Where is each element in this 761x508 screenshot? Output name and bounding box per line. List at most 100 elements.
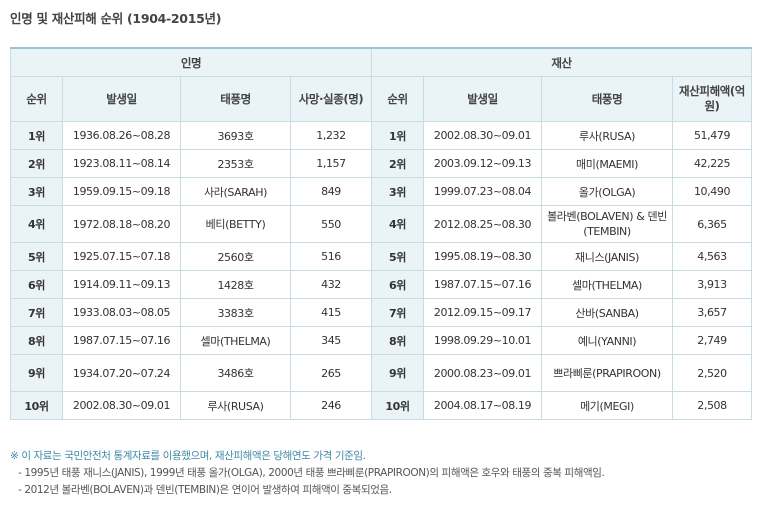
page-title: 인명 및 재산피해 순위 (1904-2015년) bbox=[10, 11, 222, 26]
property-date-cell: 2012.08.25~08.30 bbox=[423, 205, 542, 243]
property-typhoon-cell: 메기(MEGI) bbox=[541, 391, 673, 420]
casualty-date-cell: 1923.08.11~08.14 bbox=[62, 149, 181, 178]
footnote-duplicate-damage: - 1995년 태풍 재니스(JANIS), 1999년 태풍 올가(OLGA)… bbox=[18, 467, 605, 479]
rank-cell: 7위 bbox=[371, 298, 424, 327]
property-date-cell: 2003.09.12~09.13 bbox=[423, 149, 542, 178]
rank-cell: 4위 bbox=[371, 205, 424, 243]
table-row: 5위 1925.07.15~07.18 2560호 516 5위 1995.08… bbox=[10, 242, 752, 271]
table-row: 10위 2002.08.30~09.01 루사(RUSA) 246 10위 20… bbox=[10, 391, 752, 420]
table-row: 1위 1936.08.26~08.28 3693호 1,232 1위 2002.… bbox=[10, 121, 752, 150]
casualty-date-cell: 1936.08.26~08.28 bbox=[62, 121, 181, 150]
rank-cell: 2위 bbox=[10, 149, 63, 178]
source-note: ※ 이 자료는 국민안전처 통계자료를 이용했으며, 재산피해액은 당해연도 가… bbox=[10, 450, 366, 462]
casualty-date-cell: 1987.07.15~07.16 bbox=[62, 326, 181, 355]
col-header-typhoon: 태풍명 bbox=[541, 76, 673, 122]
property-typhoon-cell: 루사(RUSA) bbox=[541, 121, 673, 150]
casualty-typhoon-cell: 1428호 bbox=[180, 270, 291, 299]
property-date-cell: 2004.08.17~08.19 bbox=[423, 391, 542, 420]
col-header-typhoon: 태풍명 bbox=[180, 76, 291, 122]
property-amount-cell: 2,520 bbox=[672, 354, 752, 392]
rank-cell: 5위 bbox=[371, 242, 424, 271]
casualty-count-cell: 516 bbox=[290, 242, 372, 271]
casualty-count-cell: 246 bbox=[290, 391, 372, 420]
rank-cell: 6위 bbox=[10, 270, 63, 299]
casualty-count-cell: 345 bbox=[290, 326, 372, 355]
col-header-deaths: 사망·실종(명) bbox=[290, 76, 372, 122]
property-typhoon-cell: 올가(OLGA) bbox=[541, 177, 673, 206]
rank-cell: 8위 bbox=[371, 326, 424, 355]
property-typhoon-cell: 예니(YANNI) bbox=[541, 326, 673, 355]
property-typhoon-cell: 산바(SANBA) bbox=[541, 298, 673, 327]
casualty-typhoon-cell: 베티(BETTY) bbox=[180, 205, 291, 243]
property-amount-cell: 51,479 bbox=[672, 121, 752, 150]
property-amount-cell: 2,749 bbox=[672, 326, 752, 355]
group-header-casualty: 인명 bbox=[10, 47, 372, 77]
typhoon-ranking-table: 인명 재산 순위 발생일 태풍명 사망·실종(명) 순위 발생일 태풍명 재산피… bbox=[10, 47, 752, 420]
table-row: 6위 1914.09.11~09.13 1428호 432 6위 1987.07… bbox=[10, 270, 752, 299]
casualty-typhoon-cell: 3383호 bbox=[180, 298, 291, 327]
casualty-count-cell: 432 bbox=[290, 270, 372, 299]
property-amount-cell: 3,913 bbox=[672, 270, 752, 299]
property-typhoon-cell: 쁘라삐룬(PRAPIROON) bbox=[541, 354, 673, 392]
property-amount-cell: 4,563 bbox=[672, 242, 752, 271]
casualty-count-cell: 849 bbox=[290, 177, 372, 206]
casualty-typhoon-cell: 루사(RUSA) bbox=[180, 391, 291, 420]
footnotes: ※ 이 자료는 국민안전처 통계자료를 이용했으며, 재산피해액은 당해연도 가… bbox=[10, 448, 605, 499]
footnote-consecutive-typhoons: - 2012년 볼라벤(BOLAVEN)과 덴빈(TEMBIN)은 연이어 발생… bbox=[18, 484, 392, 496]
casualty-date-cell: 1972.08.18~08.20 bbox=[62, 205, 181, 243]
rank-cell: 10위 bbox=[371, 391, 424, 420]
property-amount-cell: 10,490 bbox=[672, 177, 752, 206]
rank-cell: 10위 bbox=[10, 391, 63, 420]
rank-cell: 2위 bbox=[371, 149, 424, 178]
rank-cell: 9위 bbox=[10, 354, 63, 392]
property-amount-cell: 42,225 bbox=[672, 149, 752, 178]
casualty-typhoon-cell: 사라(SARAH) bbox=[180, 177, 291, 206]
property-date-cell: 2002.08.30~09.01 bbox=[423, 121, 542, 150]
col-header-rank: 순위 bbox=[371, 76, 424, 122]
casualty-typhoon-cell: 2353호 bbox=[180, 149, 291, 178]
table-row: 9위 1934.07.20~07.24 3486호 265 9위 2000.08… bbox=[10, 354, 752, 392]
rank-cell: 3위 bbox=[371, 177, 424, 206]
property-typhoon-cell: 재니스(JANIS) bbox=[541, 242, 673, 271]
casualty-date-cell: 1933.08.03~08.05 bbox=[62, 298, 181, 327]
property-date-cell: 1998.09.29~10.01 bbox=[423, 326, 542, 355]
rank-cell: 9위 bbox=[371, 354, 424, 392]
property-typhoon-cell: 셀마(THELMA) bbox=[541, 270, 673, 299]
col-header-damage: 재산피해액(억원) bbox=[672, 76, 752, 122]
rank-cell: 1위 bbox=[10, 121, 63, 150]
casualty-typhoon-cell: 3486호 bbox=[180, 354, 291, 392]
table-row: 4위 1972.08.18~08.20 베티(BETTY) 550 4위 201… bbox=[10, 205, 752, 243]
property-typhoon-cell: 볼라벤(BOLAVEN) & 덴빈(TEMBIN) bbox=[541, 205, 673, 243]
casualty-count-cell: 265 bbox=[290, 354, 372, 392]
casualty-date-cell: 1914.09.11~09.13 bbox=[62, 270, 181, 299]
casualty-typhoon-cell: 셀마(THELMA) bbox=[180, 326, 291, 355]
casualty-typhoon-cell: 3693호 bbox=[180, 121, 291, 150]
rank-cell: 5위 bbox=[10, 242, 63, 271]
table-row: 2위 1923.08.11~08.14 2353호 1,157 2위 2003.… bbox=[10, 149, 752, 178]
rank-cell: 7위 bbox=[10, 298, 63, 327]
property-amount-cell: 3,657 bbox=[672, 298, 752, 327]
table-row: 8위 1987.07.15~07.16 셀마(THELMA) 345 8위 19… bbox=[10, 326, 752, 355]
casualty-count-cell: 415 bbox=[290, 298, 372, 327]
rank-cell: 8위 bbox=[10, 326, 63, 355]
casualty-date-cell: 1959.09.15~09.18 bbox=[62, 177, 181, 206]
rank-cell: 4위 bbox=[10, 205, 63, 243]
rank-cell: 6위 bbox=[371, 270, 424, 299]
col-header-date: 발생일 bbox=[62, 76, 181, 122]
rank-cell: 3위 bbox=[10, 177, 63, 206]
property-date-cell: 1995.08.19~08.30 bbox=[423, 242, 542, 271]
table-row: 3위 1959.09.15~09.18 사라(SARAH) 849 3위 199… bbox=[10, 177, 752, 206]
casualty-count-cell: 1,157 bbox=[290, 149, 372, 178]
group-header-property: 재산 bbox=[371, 47, 752, 77]
casualty-typhoon-cell: 2560호 bbox=[180, 242, 291, 271]
casualty-date-cell: 1934.07.20~07.24 bbox=[62, 354, 181, 392]
casualty-count-cell: 1,232 bbox=[290, 121, 372, 150]
property-date-cell: 1987.07.15~07.16 bbox=[423, 270, 542, 299]
col-header-rank: 순위 bbox=[10, 76, 63, 122]
col-header-date: 발생일 bbox=[423, 76, 542, 122]
casualty-date-cell: 2002.08.30~09.01 bbox=[62, 391, 181, 420]
rank-cell: 1위 bbox=[371, 121, 424, 150]
property-date-cell: 1999.07.23~08.04 bbox=[423, 177, 542, 206]
table-row: 7위 1933.08.03~08.05 3383호 415 7위 2012.09… bbox=[10, 298, 752, 327]
property-typhoon-cell: 매미(MAEMI) bbox=[541, 149, 673, 178]
